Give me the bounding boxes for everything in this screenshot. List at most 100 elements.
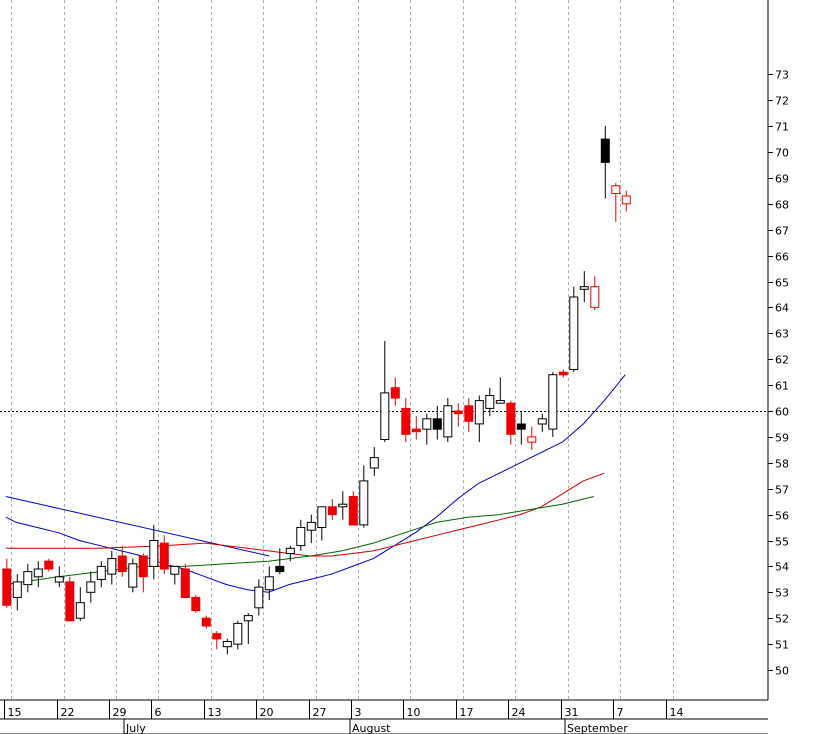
candle <box>422 413 432 445</box>
candle-body <box>590 286 600 308</box>
y-tick-label: 63 <box>775 328 789 341</box>
y-tick-label: 60 <box>775 406 789 419</box>
candle <box>338 491 348 520</box>
y-tick-label: 72 <box>775 95 789 108</box>
candle-body <box>317 506 327 528</box>
candle-body <box>159 542 169 570</box>
candle <box>117 545 127 577</box>
x-tick-label: 22 <box>61 706 75 719</box>
candle <box>558 369 568 378</box>
candle-body <box>138 555 148 578</box>
candle-body <box>306 521 316 531</box>
candle <box>432 405 442 440</box>
candle <box>474 395 484 443</box>
candle <box>65 576 75 622</box>
y-tick-label: 58 <box>775 458 789 471</box>
grid-lines <box>11 0 674 700</box>
candle-body <box>191 597 201 611</box>
candle <box>611 183 621 222</box>
x-tick-label: 10 <box>407 706 421 719</box>
candle-body <box>117 555 127 572</box>
candle-body <box>285 547 295 554</box>
candle-body <box>254 586 264 609</box>
candle <box>107 550 117 585</box>
y-tick-label: 71 <box>775 121 789 134</box>
candles <box>2 126 631 655</box>
candle-body <box>296 527 306 547</box>
candle <box>516 411 526 445</box>
candle-body <box>474 400 484 425</box>
candle-body <box>537 418 547 425</box>
candle-body <box>233 622 243 645</box>
candle <box>275 548 285 575</box>
moving-average-line <box>5 472 605 557</box>
candle <box>264 566 274 601</box>
y-tick-label: 51 <box>775 639 789 652</box>
candle-body <box>243 615 253 622</box>
candle <box>621 190 631 212</box>
candle-body <box>380 392 390 440</box>
candle <box>296 519 306 551</box>
x-tick-label: 7 <box>617 706 624 719</box>
y-tick-label: 69 <box>775 173 789 186</box>
axes <box>0 0 769 734</box>
candle-body <box>422 418 432 430</box>
candle <box>348 491 358 526</box>
candle <box>191 594 201 614</box>
candle <box>537 413 547 432</box>
candle-body <box>222 641 232 648</box>
y-tick-label: 62 <box>775 354 789 367</box>
candle-body <box>506 402 516 435</box>
candle <box>54 566 64 588</box>
y-tick-label: 65 <box>775 277 789 290</box>
candle-body <box>369 457 379 469</box>
candle <box>443 398 453 443</box>
y-tick-label: 50 <box>775 665 789 678</box>
candle-body <box>390 387 400 399</box>
candle-body <box>621 195 631 205</box>
y-tick-label: 70 <box>775 147 789 160</box>
candle <box>2 558 12 608</box>
candle <box>96 561 106 588</box>
month-label: September <box>567 722 628 734</box>
candle-body <box>485 395 495 409</box>
candle <box>212 631 222 650</box>
x-tick-label: 6 <box>155 706 162 719</box>
candle-body <box>443 405 453 438</box>
y-tick-label: 61 <box>775 380 789 393</box>
candle <box>243 613 253 645</box>
x-tick-label: 15 <box>8 706 22 719</box>
candle <box>600 126 610 199</box>
candle <box>33 561 43 588</box>
month-labels: July August September <box>123 719 628 734</box>
candle-body <box>611 185 621 194</box>
candle-body <box>264 576 274 591</box>
y-tick-label: 55 <box>775 536 789 549</box>
candle-body <box>579 286 589 290</box>
x-tick-label: 14 <box>670 706 684 719</box>
x-tick-label: 27 <box>313 706 327 719</box>
moving-average-line <box>5 374 626 593</box>
y-tick-label: 57 <box>775 484 789 497</box>
candle <box>548 372 558 437</box>
candle-body <box>128 563 138 588</box>
candle <box>180 563 190 598</box>
candle-body <box>65 581 75 622</box>
y-tick-label: 68 <box>775 199 789 212</box>
candle <box>201 615 211 629</box>
candle <box>401 398 411 443</box>
candle-body <box>275 565 285 573</box>
candle-body <box>569 296 579 370</box>
candle <box>359 465 369 528</box>
candle <box>569 286 579 373</box>
candle <box>306 514 316 544</box>
candle-body <box>327 506 337 516</box>
candle-body <box>107 558 117 575</box>
candle-body <box>86 581 96 593</box>
candle <box>579 271 589 303</box>
candle-body <box>170 565 180 575</box>
candle-body <box>548 374 558 430</box>
candle-body <box>54 576 64 583</box>
candle-body <box>149 540 159 567</box>
